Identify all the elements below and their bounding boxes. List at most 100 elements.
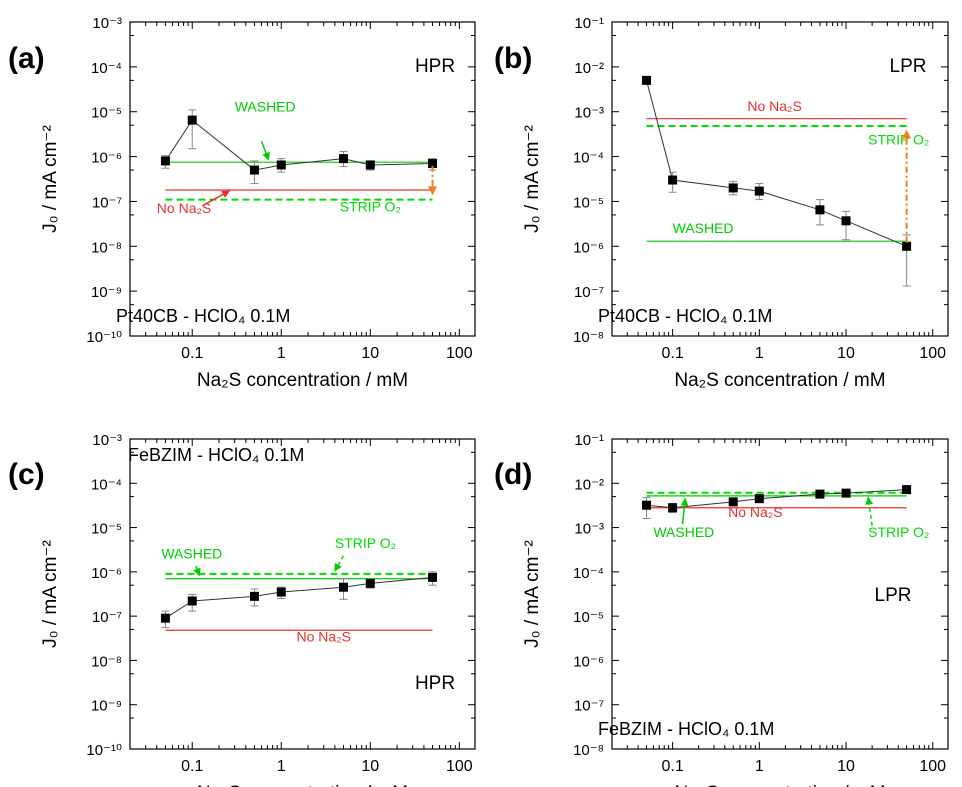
y-axis-title: J₀ / mA cm⁻²	[522, 540, 543, 648]
y-tick-label: 10⁻⁶	[573, 653, 604, 670]
y-tick-label: 10⁻⁵	[91, 105, 122, 122]
plot-frame	[129, 438, 476, 750]
x-tick-label: 1	[277, 345, 286, 362]
regime-label: HPR	[415, 673, 455, 694]
y-axis-title: J₀ / mA cm⁻²	[40, 540, 61, 648]
data-point	[728, 183, 738, 193]
y-tick-label: 10⁻⁷	[574, 698, 604, 715]
sample-label: Pt40CB - HClO₄ 0.1M	[598, 306, 772, 326]
x-tick-label: 1	[755, 758, 764, 775]
regime-label: HPR	[415, 56, 455, 77]
x-tick-label: 1	[755, 345, 764, 362]
panel-label: (b)	[494, 42, 532, 75]
regime-label: LPR	[890, 56, 927, 77]
x-axis-title: Na₂S concentration / mM	[197, 370, 408, 391]
plot-frame	[611, 21, 949, 337]
data-point	[728, 497, 738, 507]
annotation-label: WASHED	[673, 220, 734, 236]
annotation-label: STRIP O₂	[868, 132, 929, 148]
x-tick-label: 1	[277, 758, 286, 775]
data-point	[815, 205, 825, 215]
y-tick-label: 10⁻³	[574, 105, 604, 122]
x-tick-label: 0.1	[181, 345, 203, 362]
x-axis-title: Na₂S concentration / mM	[674, 370, 885, 391]
y-tick-label: 10⁻⁸	[573, 742, 604, 759]
annotation-label: WASHED	[235, 99, 296, 115]
data-point	[668, 503, 678, 513]
data-point	[642, 75, 652, 85]
data-point	[642, 500, 652, 510]
y-tick-label: 10⁻⁵	[91, 521, 122, 538]
y-tick-label: 10⁻⁵	[573, 194, 604, 211]
x-tick-label: 100	[919, 345, 946, 362]
annotation-arrow	[334, 555, 345, 572]
y-tick-label: 10⁻⁶	[91, 565, 122, 582]
y-tick-label: 10⁻⁶	[573, 239, 604, 256]
annotation-arrow	[865, 496, 874, 526]
panel-c: 0.1 1 10 100 10⁻¹⁰ 10⁻⁹ 10⁻⁸ 10⁻⁷ 10⁻⁶ 10⁻⁵ 10⁻⁴ 10…	[8, 432, 476, 787]
y-tick-label: 10⁻⁴	[573, 150, 604, 167]
annotation-label: No Na₂S	[157, 200, 211, 216]
x-tick-label: 10	[361, 345, 379, 362]
x-axis-title: Na₂S concentration / mM	[197, 783, 408, 787]
annotation-label: STRIP O₂	[868, 524, 929, 540]
x-tick-label: 10	[837, 345, 855, 362]
x-tick-label: 10	[361, 758, 379, 775]
x-tick-label: 0.1	[181, 758, 203, 775]
plot-frame	[611, 438, 949, 750]
data-point	[428, 159, 438, 169]
data-point	[902, 485, 912, 495]
y-tick-label: 10⁻⁶	[91, 150, 122, 167]
data-point	[249, 591, 259, 601]
sample-label: FeBZIM - HClO₄ 0.1M	[598, 719, 774, 739]
y-tick-label: 10⁻¹⁰	[86, 742, 122, 759]
panel-label: (d)	[494, 458, 532, 491]
data-point	[754, 186, 764, 196]
data-point	[841, 488, 851, 498]
data-point	[428, 572, 438, 582]
y-tick-label: 10⁻⁴	[91, 60, 122, 77]
y-tick-label: 10⁻¹	[574, 432, 604, 449]
y-tick-label: 10⁻³	[574, 521, 604, 538]
annotation-label: WASHED	[161, 546, 222, 562]
x-tick-label: 100	[919, 758, 946, 775]
annotation-label: WASHED	[653, 524, 714, 540]
x-tick-label: 100	[446, 345, 473, 362]
annotation-arrow	[680, 497, 689, 525]
data-point	[338, 582, 348, 592]
annotation-arrow	[260, 140, 270, 161]
series-line	[165, 576, 433, 619]
data-point	[160, 613, 170, 623]
data-point	[365, 160, 375, 170]
sample-label: Pt40CB - HClO₄ 0.1M	[116, 306, 290, 326]
y-tick-label: 10⁻⁷	[92, 609, 122, 626]
data-point	[902, 241, 912, 251]
data-point	[276, 587, 286, 597]
y-tick-label: 10⁻¹⁰	[86, 329, 122, 346]
y-tick-label: 10⁻³	[92, 15, 122, 32]
y-tick-label: 10⁻⁸	[573, 329, 604, 346]
y-tick-label: 10⁻²	[574, 476, 604, 493]
regime-label: LPR	[875, 585, 912, 606]
annotation-arrow	[193, 565, 201, 577]
y-axis-title: J₀ / mA cm⁻²	[40, 125, 61, 233]
annotation-label: No Na₂S	[747, 98, 801, 114]
y-tick-label: 10⁻⁹	[91, 698, 122, 715]
y-tick-label: 10⁻⁵	[573, 609, 604, 626]
y-tick-label: 10⁻⁷	[574, 284, 604, 301]
y-axis-title: J₀ / mA cm⁻²	[522, 125, 543, 233]
annotation-label: No Na₂S	[297, 628, 351, 644]
data-point	[160, 156, 170, 166]
data-point	[249, 165, 259, 175]
annotation-label: No Na₂S	[728, 504, 782, 520]
data-point	[668, 175, 678, 185]
sample-label: FeBZIM - HClO₄ 0.1M	[128, 445, 304, 465]
y-tick-label: 10⁻³	[92, 432, 122, 449]
data-point	[841, 216, 851, 226]
y-tick-label: 10⁻⁷	[92, 194, 122, 211]
y-tick-label: 10⁻²	[574, 60, 604, 77]
x-tick-label: 0.1	[661, 758, 683, 775]
x-tick-label: 100	[446, 758, 473, 775]
panel-label: (c)	[8, 458, 45, 491]
